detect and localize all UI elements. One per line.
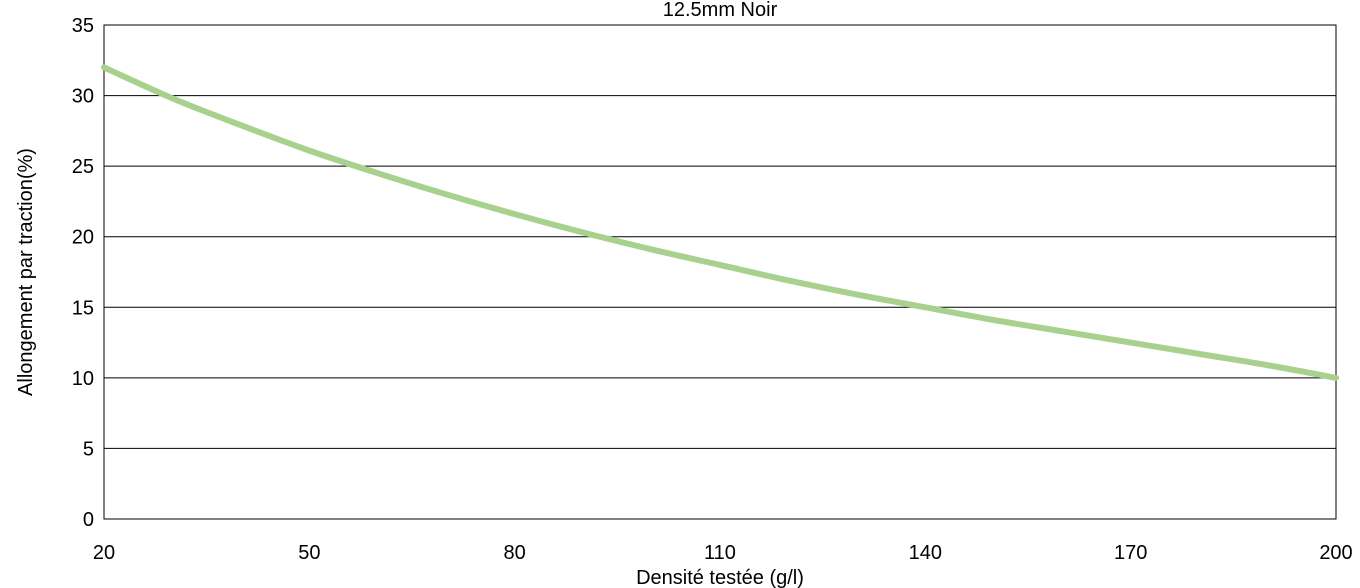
x-tick-label: 140 — [909, 542, 942, 564]
y-tick-label: 25 — [72, 156, 94, 178]
plot-area — [103, 24, 1337, 520]
y-tick-label: 20 — [72, 227, 94, 249]
x-tick-label: 80 — [504, 542, 526, 564]
y-tick-label: 30 — [72, 86, 94, 108]
series-line-0 — [101, 64, 1339, 381]
series-layer — [101, 64, 1339, 381]
y-axis-ticks: 0 5 10 15 20 25 30 35 — [72, 15, 94, 531]
y-tick-label: 5 — [83, 438, 94, 460]
x-tick-label: 200 — [1319, 542, 1352, 564]
chart-title: 12.5mm Noir — [663, 0, 778, 21]
x-tick-label: 170 — [1114, 542, 1147, 564]
y-tick-label: 0 — [83, 509, 94, 531]
y-axis-label: Allongement par traction(%) — [15, 148, 37, 396]
y-tick-label: 35 — [72, 15, 94, 37]
x-tick-label: 20 — [93, 542, 115, 564]
x-axis-label: Densité testée (g/l) — [636, 567, 804, 588]
x-axis-ticks: 20 50 80 110 140 170 200 — [93, 542, 1353, 564]
gridlines — [104, 95, 1336, 449]
x-tick-label: 50 — [298, 542, 320, 564]
y-tick-label: 15 — [72, 297, 94, 319]
x-tick-label: 110 — [704, 542, 736, 564]
y-tick-label: 10 — [72, 368, 94, 390]
